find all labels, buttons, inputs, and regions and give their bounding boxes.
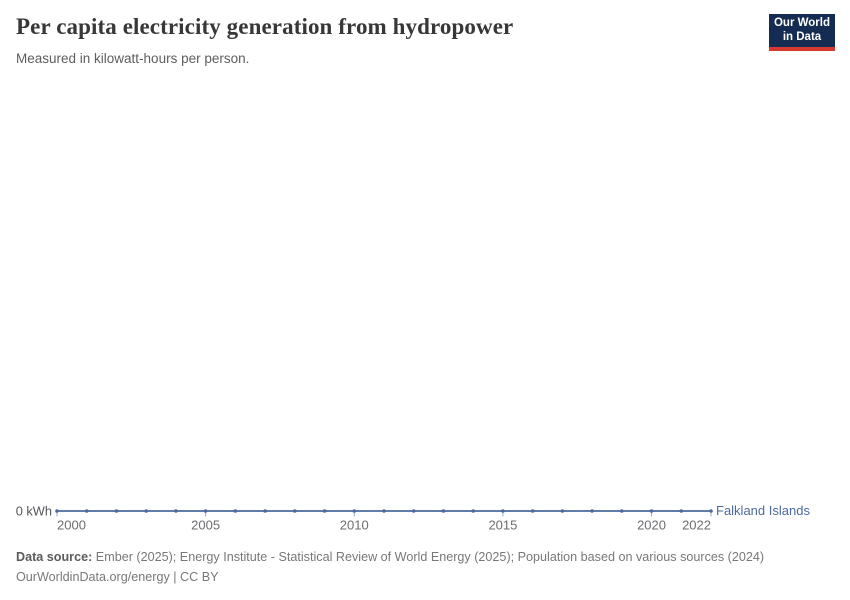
data-point-2014[interactable] [471, 509, 475, 513]
data-point-2020[interactable] [649, 509, 654, 513]
data-point-2000[interactable] [55, 509, 59, 513]
x-axis-tick-label: 2005 [191, 518, 220, 533]
data-point-2018[interactable] [590, 509, 594, 513]
x-axis-tick-label: 2000 [57, 518, 86, 533]
owid-logo-line1: Our World [773, 17, 830, 29]
x-axis-tick-label: 2010 [340, 518, 369, 533]
data-point-2017[interactable] [560, 509, 565, 513]
entity-label[interactable]: Falkland Islands [716, 503, 810, 518]
data-source-line: Data source: Ember (2025); Energy Instit… [16, 547, 834, 567]
data-point-2012[interactable] [411, 509, 416, 513]
data-point-2003[interactable] [144, 509, 148, 513]
x-axis-tick-label: 2015 [488, 518, 517, 533]
data-point-2019[interactable] [620, 509, 624, 513]
line-chart: 0 kWh 2000 2005 2010 2015 2020 2022 Falkland Is… [16, 503, 811, 533]
data-point-2006[interactable] [233, 509, 238, 513]
data-point-2011[interactable] [382, 509, 386, 513]
y-axis-tick-label: 0 kWh [16, 504, 52, 519]
owid-logo: Our World in Data [769, 14, 835, 51]
chart-subtitle: Measured in kilowatt-hours per person. [16, 51, 250, 66]
chart-title: Per capita electricity generation from h… [16, 14, 514, 39]
x-axis-tick-label: 2020 [637, 518, 666, 533]
x-axis-tick-label: 2022 [682, 518, 711, 533]
owid-logo-line2: in Data [782, 30, 822, 43]
license-line[interactable]: OurWorldinData.org/energy | CC BY [16, 570, 219, 584]
data-point-2008[interactable] [293, 509, 297, 513]
data-point-2004[interactable] [174, 509, 178, 513]
data-point-2001[interactable] [84, 509, 89, 513]
data-point-2021[interactable] [679, 509, 684, 513]
data-source-label: Data source: [16, 550, 93, 564]
data-point-2005[interactable] [203, 509, 208, 513]
data-source-text: Ember (2025); Energy Institute - Statist… [95, 550, 765, 564]
data-point-2022[interactable] [709, 509, 713, 513]
data-point-2002[interactable] [114, 509, 119, 513]
chart-plot-area: 0 kWh 2000 2005 2010 2015 2020 2022 Falkland Is… [0, 495, 850, 540]
data-point-2007[interactable] [263, 509, 267, 513]
data-point-2016[interactable] [530, 509, 535, 513]
data-point-2010[interactable] [352, 509, 357, 513]
data-point-2015[interactable] [501, 509, 505, 513]
data-point-2009[interactable] [322, 509, 327, 513]
data-point-2013[interactable] [441, 509, 446, 513]
chart-footer: Data source: Ember (2025); Energy Instit… [16, 547, 834, 587]
